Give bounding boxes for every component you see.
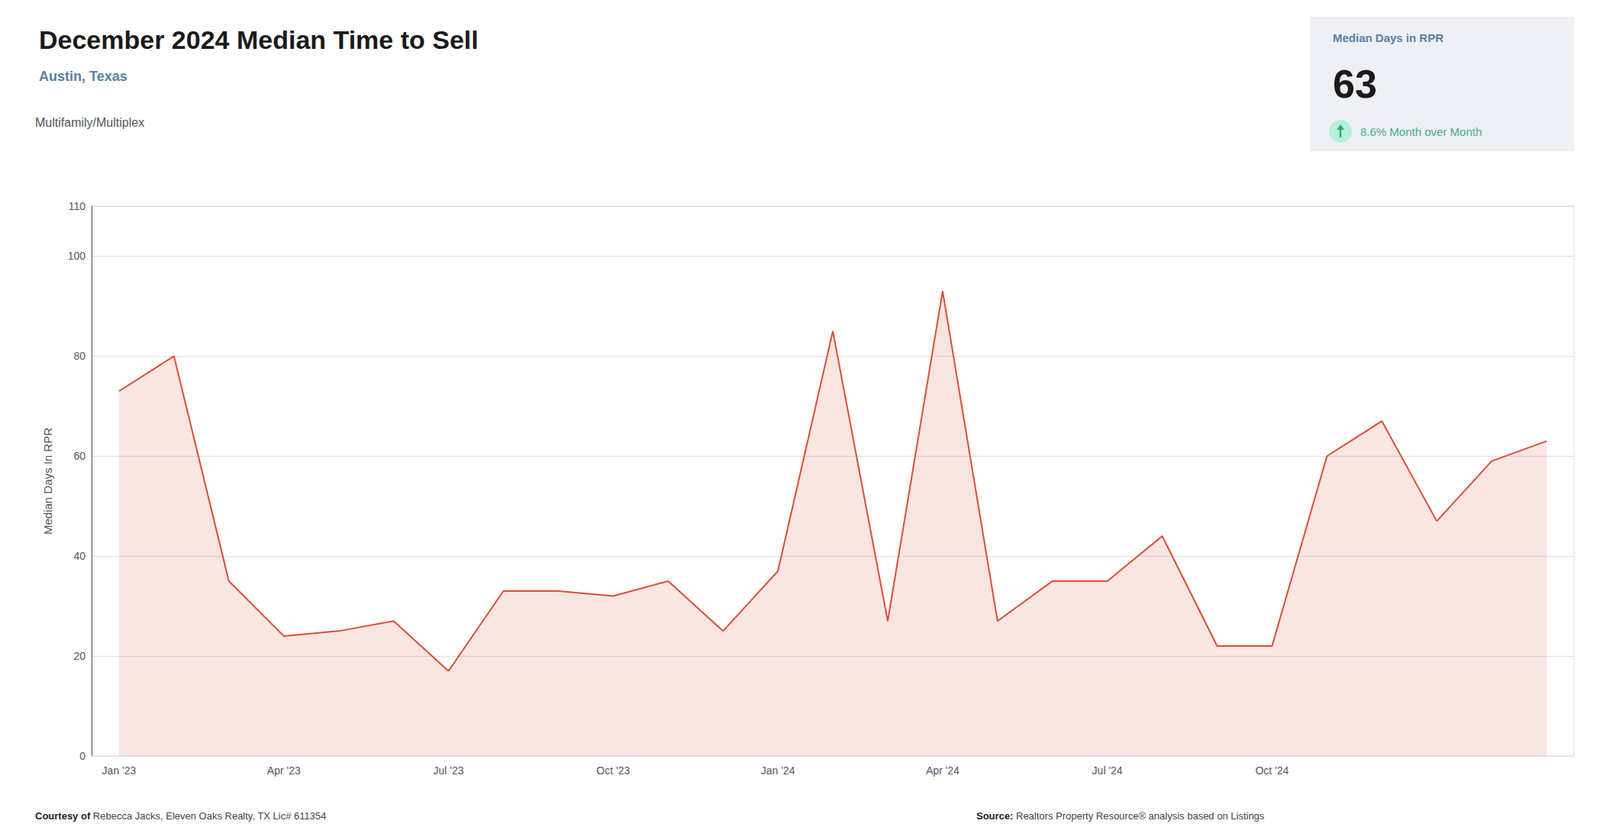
svg-text:Jul '24: Jul '24 — [1092, 764, 1123, 777]
svg-text:Courtesy of: Courtesy of — [35, 809, 91, 822]
svg-text:100: 100 — [67, 249, 87, 262]
svg-text:40: 40 — [73, 549, 86, 562]
svg-text:December 2024 Median Time to S: December 2024 Median Time to Sell — [38, 25, 479, 55]
svg-text:Apr '23: Apr '23 — [267, 764, 301, 777]
svg-text:0: 0 — [79, 749, 86, 762]
svg-text:110: 110 — [68, 200, 87, 213]
svg-text:20: 20 — [73, 649, 86, 662]
svg-text:Realtors Property Resource® an: Realtors Property Resource® analysis bas… — [1012, 809, 1265, 822]
svg-text:Austin, Texas: Austin, Texas — [38, 68, 128, 84]
svg-text:63: 63 — [1332, 61, 1378, 107]
svg-text:Median Days In RPR: Median Days In RPR — [41, 427, 55, 535]
svg-text:Rebecca Jacks, Eleven Oaks Rea: Rebecca Jacks, Eleven Oaks Realty, TX Li… — [90, 809, 326, 822]
svg-text:Multifamily/Multiplex: Multifamily/Multiplex — [35, 116, 145, 130]
svg-text:Median Days in RPR: Median Days in RPR — [1332, 31, 1444, 45]
svg-text:Apr '24: Apr '24 — [925, 764, 960, 777]
svg-text:Oct '23: Oct '23 — [596, 764, 630, 777]
svg-text:8.6% Month over Month: 8.6% Month over Month — [1360, 125, 1482, 139]
svg-text:Source:: Source: — [976, 809, 1013, 822]
svg-text:80: 80 — [73, 349, 86, 362]
svg-text:60: 60 — [73, 449, 86, 462]
svg-text:Jan '24: Jan '24 — [761, 764, 796, 777]
svg-text:Jan '23: Jan '23 — [102, 764, 137, 777]
svg-text:Oct '24: Oct '24 — [1254, 764, 1289, 777]
svg-text:Jul '23: Jul '23 — [433, 764, 465, 777]
